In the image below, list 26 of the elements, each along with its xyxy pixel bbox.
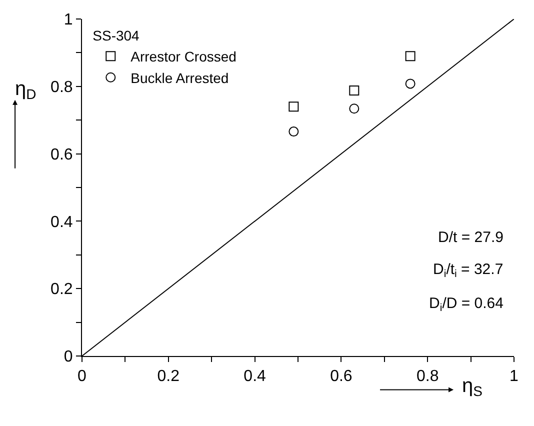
y-tick-label: 0.8 xyxy=(50,79,73,96)
x-axis-title: η$_{S}$ xyxy=(462,375,482,400)
x-tick-label: 0.2 xyxy=(157,368,180,386)
annotation: D$_{i}$/D = 0.64 xyxy=(429,295,504,314)
point xyxy=(405,78,416,89)
x-tick-label: 1 xyxy=(510,368,519,386)
x-tick-label: 0.4 xyxy=(244,368,266,386)
legend-label: Buckle Arrested xyxy=(130,70,229,86)
point xyxy=(405,51,416,62)
y-tick-label: 1 xyxy=(64,12,73,29)
y-tick-label: 0 xyxy=(64,348,73,366)
point xyxy=(288,126,299,137)
annotation: D$_{i}$/t$_{i}$ = 32.7 xyxy=(433,261,504,280)
x-tick-label: 0.6 xyxy=(330,368,352,386)
point xyxy=(288,102,299,112)
y-tick-label: 0.4 xyxy=(50,214,73,231)
annotation: D/t = 27.9 xyxy=(438,229,504,246)
point xyxy=(349,85,360,96)
y-tick-label: 0.6 xyxy=(50,146,73,164)
legend-title: SS-304 xyxy=(92,28,140,44)
legend-label: Arrestor Crossed xyxy=(130,48,236,65)
y-axis-title: η$_{D}$ xyxy=(15,78,36,102)
x-tick-label: 0 xyxy=(78,368,87,386)
y-tick-label: 0.2 xyxy=(50,281,73,298)
point xyxy=(349,104,360,114)
x-tick-label: 0.8 xyxy=(416,368,439,386)
